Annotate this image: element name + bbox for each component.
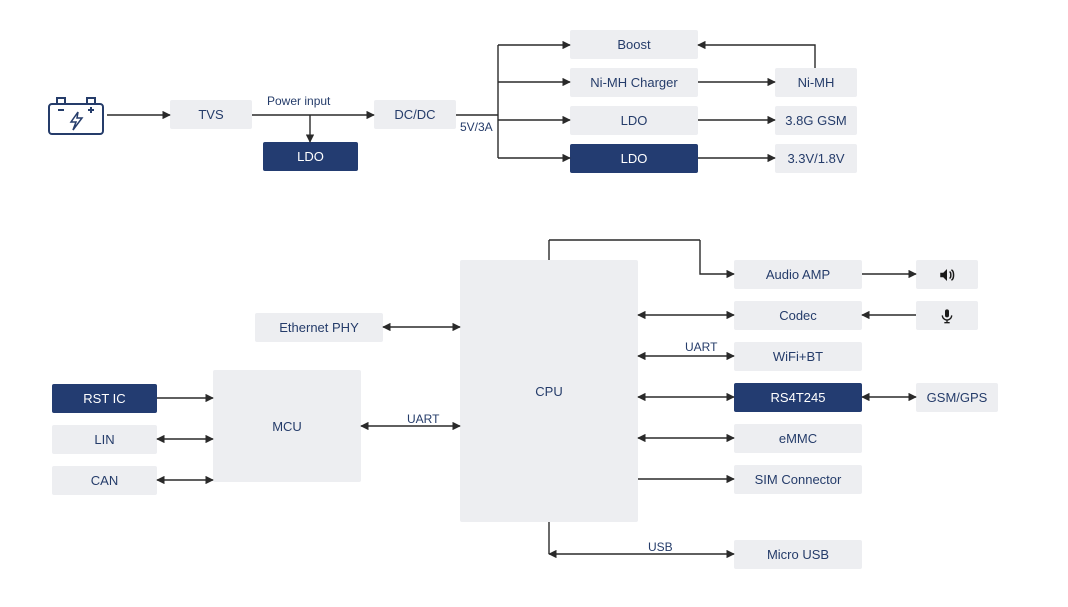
speaker-icon [938,266,956,284]
edge-to-audio [700,240,734,274]
audioamp-block: Audio AMP [734,260,862,289]
uart1-label: UART [407,412,439,426]
codec-block: Codec [734,301,862,330]
battery-icon [45,90,107,140]
speaker-iconbox [916,260,978,289]
gsmgps-block: GSM/GPS [916,383,998,412]
ldo1-block: LDO [263,142,358,171]
dcdc-block: DC/DC [374,100,456,129]
mcu-block: MCU [213,370,361,482]
tvs-block: TVS [170,100,252,129]
simconn-block: SIM Connector [734,465,862,494]
lin-block: LIN [52,425,157,454]
mic-iconbox [916,301,978,330]
nimh-block: Ni-MH [775,68,857,97]
uart2-label: UART [685,340,717,354]
mic-icon [939,307,955,325]
boost-block: Boost [570,30,698,59]
ldo2-block: LDO [570,106,698,135]
gsm38-block: 3.8G GSM [775,106,857,135]
rs4t245-block: RS4T245 [734,383,862,412]
rstic-block: RST IC [52,384,157,413]
nimh-charger-block: Ni-MH Charger [570,68,698,97]
usb-label: USB [648,540,673,554]
can-block: CAN [52,466,157,495]
power-input-label: Power input [267,94,330,108]
v3318-block: 3.3V/1.8V [775,144,857,173]
ethernet-phy-block: Ethernet PHY [255,313,383,342]
wifibt-block: WiFi+BT [734,342,862,371]
edge-nimh-boost [698,45,815,68]
cpu-block: CPU [460,260,638,522]
ldo3-block: LDO [570,144,698,173]
5v3a-label: 5V/3A [460,120,493,134]
microusb-block: Micro USB [734,540,862,569]
emmc-block: eMMC [734,424,862,453]
